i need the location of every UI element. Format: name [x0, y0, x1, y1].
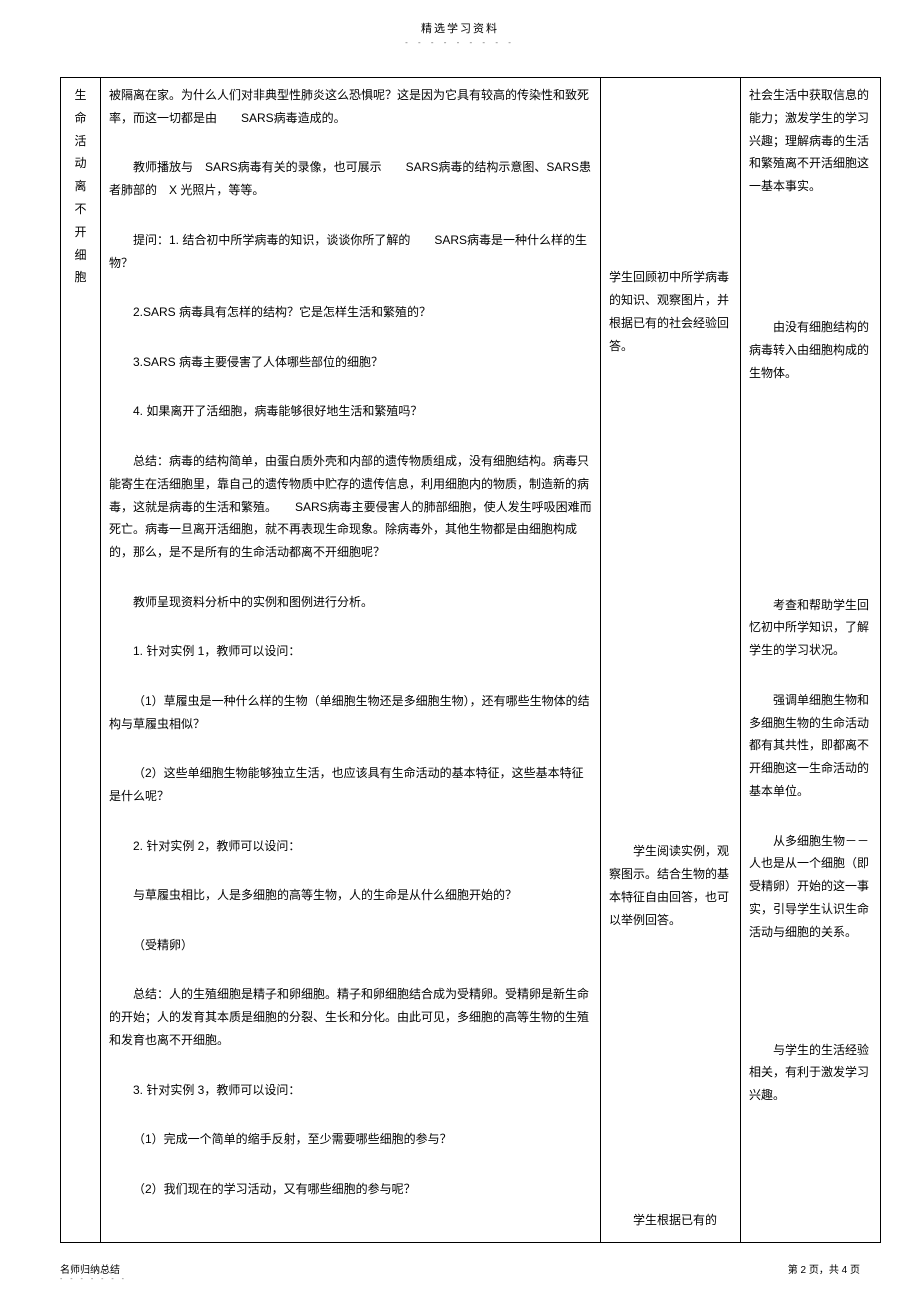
para-9: 1. 针对实例 1，教师可以设问： [109, 640, 592, 663]
para-12: 2. 针对实例 2，教师可以设问： [109, 835, 592, 858]
para-17: （1）完成一个简单的缩手反射，至少需要哪些细胞的参与？ [109, 1128, 592, 1151]
purpose-para-2: 由没有细胞结构的病毒转入由细胞构成的生物体。 [749, 316, 872, 384]
student-activity-cell: 学生回顾初中所学病毒的知识、观察图片，并根据已有的社会经验回答。 学生阅读实例，… [601, 78, 741, 1243]
purpose-para-3: 考查和帮助学生回忆初中所学知识，了解学生的学习状况。 [749, 594, 872, 662]
para-18: （2）我们现在的学习活动，又有哪些细胞的参与呢？ [109, 1178, 592, 1201]
para-2: 教师播放与 SARS病毒有关的录像，也可展示 SARS病毒的结构示意图、SARS… [109, 156, 592, 202]
purpose-para-5: 从多细胞生物－－人也是从一个细胞（即受精卵）开始的这一事实，引导学生认识生命活动… [749, 830, 872, 944]
para-6: 4. 如果离开了活细胞，病毒能够很好地生活和繁殖吗？ [109, 400, 592, 423]
para-7: 总结：病毒的结构简单，由蛋白质外壳和内部的遗传物质组成，没有细胞结构。病毒只能寄… [109, 450, 592, 564]
student-para-1: 学生回顾初中所学病毒的知识、观察图片，并根据已有的社会经验回答。 [609, 266, 732, 357]
para-14: （受精卵） [109, 934, 592, 957]
purpose-cell: 社会生活中获取信息的能力；激发学生的学习兴趣；理解病毒的生活和繁殖离不开活细胞这… [741, 78, 881, 1243]
purpose-para-4: 强调单细胞生物和多细胞生物的生命活动都有其共性，即都离不开细胞这一生命活动的基本… [749, 689, 872, 803]
teacher-activity-cell: 被隔离在家。为什么人们对非典型性肺炎这么恐惧呢？这是因为它具有较高的传染性和致死… [101, 78, 601, 1243]
footer-left-dots: - - - - - - - [60, 1276, 127, 1283]
para-11: （2）这些单细胞生物能够独立生活，也应该具有生命活动的基本特征，这些基本特征是什… [109, 762, 592, 808]
para-8: 教师呈现资料分析中的实例和图例进行分析。 [109, 591, 592, 614]
para-13: 与草履虫相比，人是多细胞的高等生物，人的生命是从什么细胞开始的？ [109, 884, 592, 907]
student-para-3: 学生根据已有的 [609, 1209, 732, 1232]
footer-left-title: 名师归纳总结 [60, 1261, 127, 1276]
para-16: 3. 针对实例 3，教师可以设问： [109, 1079, 592, 1102]
footer-right: 第 2 页，共 4 页 [788, 1261, 860, 1283]
para-3: 提问：1. 结合初中所学病毒的知识，谈谈你所了解的 SARS病毒是一种什么样的生… [109, 229, 592, 275]
para-10: （1）草履虫是一种什么样的生物（单细胞生物还是多细胞生物），还有哪些生物体的结构… [109, 690, 592, 736]
purpose-para-1: 社会生活中获取信息的能力；激发学生的学习兴趣；理解病毒的生活和繁殖离不开活细胞这… [749, 84, 872, 198]
para-5: 3.SARS 病毒主要侵害了人体哪些部位的细胞？ [109, 351, 592, 374]
para-1: 被隔离在家。为什么人们对非典型性肺炎这么恐惧呢？这是因为它具有较高的传染性和致死… [109, 84, 592, 130]
page-header: 精选学习资料 - - - - - - - - - [60, 20, 860, 47]
footer-left: 名师归纳总结 - - - - - - - [60, 1261, 127, 1283]
para-15: 总结：人的生殖细胞是精子和卵细胞。精子和卵细胞结合成为受精卵。受精卵是新生命的开… [109, 983, 592, 1051]
purpose-para-6: 与学生的生活经验相关，有利于激发学习兴趣。 [749, 1039, 872, 1107]
lesson-plan-table: 生命活动离不开细胞 被隔离在家。为什么人们对非典型性肺炎这么恐惧呢？这是因为它具… [60, 77, 881, 1243]
header-dots: - - - - - - - - - [60, 38, 860, 47]
header-title: 精选学习资料 [60, 20, 860, 36]
page-footer: 名师归纳总结 - - - - - - - 第 2 页，共 4 页 [60, 1261, 860, 1283]
row-label-cell: 生命活动离不开细胞 [61, 78, 101, 1243]
para-4: 2.SARS 病毒具有怎样的结构？它是怎样生活和繁殖的？ [109, 301, 592, 324]
student-para-2: 学生阅读实例，观察图示。结合生物的基本特征自由回答，也可以举例回答。 [609, 840, 732, 931]
row-label: 生命活动离不开细胞 [69, 84, 92, 289]
